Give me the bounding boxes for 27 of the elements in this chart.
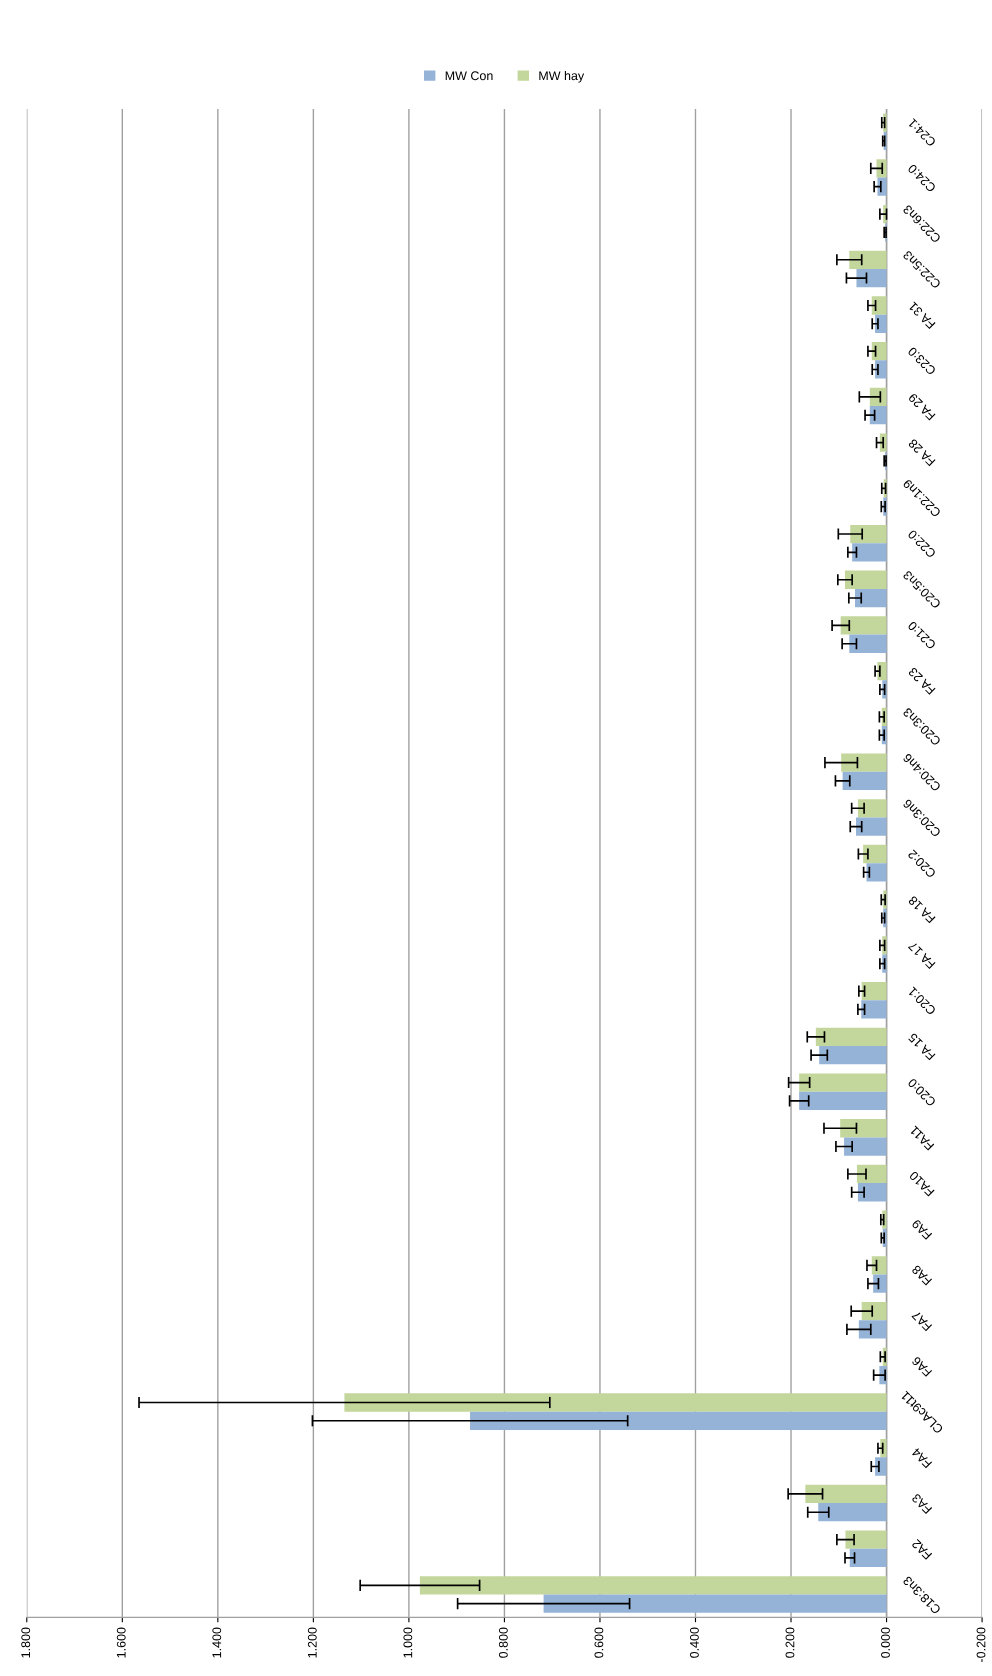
- y-tick-label: FA7: [911, 1310, 933, 1332]
- x-tick-label: 0.000: [881, 1627, 890, 1658]
- y-tick-label: FA2: [911, 1539, 933, 1560]
- x-tick-label: 0.200: [785, 1627, 795, 1658]
- y-tick-label: FA9: [911, 1219, 933, 1240]
- x-tick-label: 1.600: [116, 1627, 126, 1658]
- x-tick-label: 1.000: [403, 1627, 413, 1658]
- y-tick-label: FA 15: [907, 1032, 936, 1061]
- y-tick-label: FA6: [911, 1356, 933, 1377]
- y-tick-label: FA 23: [907, 667, 936, 695]
- y-tick-label: FA3: [911, 1493, 933, 1515]
- x-tick-label: 0.800: [498, 1627, 508, 1658]
- y-tick-label: FA 31: [907, 301, 936, 330]
- x-tick-label: 0.400: [690, 1627, 699, 1658]
- x-tick-label: 1.200: [307, 1627, 317, 1658]
- y-tick-label: FA8: [911, 1264, 933, 1286]
- y-tick-label: FA 29: [907, 392, 936, 421]
- y-tick-label: FA 28: [907, 438, 936, 467]
- x-tick-label: 0.600: [594, 1627, 604, 1658]
- y-tick-label: FA 18: [907, 895, 936, 924]
- y-tick-label: FA4: [911, 1447, 933, 1469]
- x-tick-label: 1.800: [21, 1627, 31, 1658]
- x-tick-label: -0.200: [976, 1627, 986, 1662]
- legend-label: MW Con: [445, 71, 493, 81]
- x-tick-label: 1.400: [212, 1627, 222, 1658]
- y-tick-label: FA 17: [908, 941, 936, 969]
- legend-label: MW hay: [539, 70, 585, 83]
